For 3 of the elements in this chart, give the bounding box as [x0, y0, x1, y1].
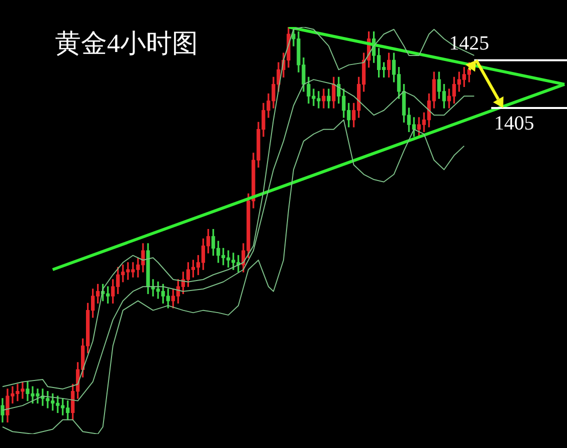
chart-title: 黄金4小时图	[55, 28, 198, 60]
annotation: 1425	[449, 32, 490, 54]
annotation: 1405	[494, 112, 534, 134]
